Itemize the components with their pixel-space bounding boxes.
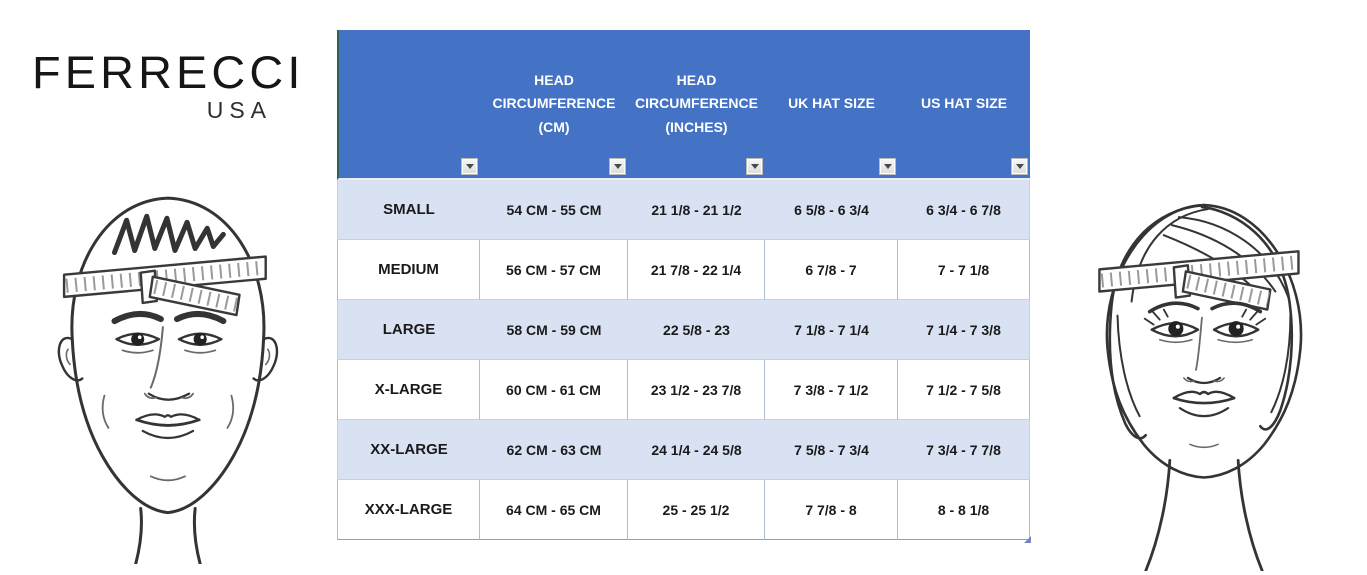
header-line: UK HAT SIZE [788,95,875,112]
female-head-illustration [1083,197,1335,573]
header-line: (CM) [538,118,570,135]
cell-cm: 58 CM - 59 CM [480,300,628,360]
column-filter-button[interactable] [879,158,896,175]
table-row: X-LARGE 60 CM - 61 CM 23 1/2 - 23 7/8 7 … [337,360,1030,420]
table-row: LARGE 58 CM - 59 CM 22 5/8 - 23 7 1/8 - … [337,300,1030,360]
column-header-size [337,30,480,180]
cell-cm: 56 CM - 57 CM [480,240,628,300]
header-line: CIRCUMFERENCE [492,95,616,112]
filter-dropdown-icon [465,164,474,169]
cell-us: 8 - 8 1/8 [898,480,1030,540]
male-head-drawing [57,196,279,566]
cell-us: 7 3/4 - 7 7/8 [898,420,1030,480]
cell-size: SMALL [337,180,480,240]
cell-inches: 24 1/4 - 24 5/8 [628,420,765,480]
column-filter-button[interactable] [461,158,478,175]
cell-us: 7 1/4 - 7 3/8 [898,300,1030,360]
cell-size: XXX-LARGE [337,480,480,540]
header-line: (INCHES) [665,118,728,135]
cell-inches: 23 1/2 - 23 7/8 [628,360,765,420]
filter-dropdown-icon [613,164,622,169]
header-line: US HAT SIZE [920,95,1008,112]
cell-uk: 7 3/8 - 7 1/2 [765,360,898,420]
cell-us: 6 3/4 - 6 7/8 [898,180,1030,240]
cell-us: 7 - 7 1/8 [898,240,1030,300]
table-row: XXX-LARGE 64 CM - 65 CM 25 - 25 1/2 7 7/… [337,480,1030,540]
brand-name: FERRECCI [32,47,305,98]
cell-inches: 25 - 25 1/2 [628,480,765,540]
male-head-illustration [52,186,304,566]
cell-inches: 21 1/8 - 21 1/2 [628,180,765,240]
cell-cm: 64 CM - 65 CM [480,480,628,540]
cell-uk: 7 5/8 - 7 3/4 [765,420,898,480]
filter-dropdown-icon [1015,164,1024,169]
cell-cm: 62 CM - 63 CM [480,420,628,480]
table-resize-handle-icon[interactable] [1023,535,1032,544]
cell-cm: 54 CM - 55 CM [480,180,628,240]
cell-inches: 22 5/8 - 23 [628,300,765,360]
size-chart-table: HEAD CIRCUMFERENCE (CM) HEAD CIRCUMFEREN… [337,30,1031,543]
cell-uk: 7 7/8 - 8 [765,480,898,540]
table-row: MEDIUM 56 CM - 57 CM 21 7/8 - 22 1/4 6 7… [337,240,1030,300]
column-filter-button[interactable] [746,158,763,175]
brand-logo: FERRECCI USA [32,50,300,124]
column-header-inches: HEAD CIRCUMFERENCE (INCHES) [628,30,765,180]
header-line: CIRCUMFERENCE [635,95,758,112]
header-line: HEAD [676,72,717,89]
cell-size: X-LARGE [337,360,480,420]
cell-cm: 60 CM - 61 CM [480,360,628,420]
cell-uk: 7 1/8 - 7 1/4 [765,300,898,360]
column-filter-button[interactable] [609,158,626,175]
column-header-uk: UK HAT SIZE [765,30,898,180]
filter-dropdown-icon [883,164,892,169]
cell-size: XX-LARGE [337,420,480,480]
cell-inches: 21 7/8 - 22 1/4 [628,240,765,300]
cell-size: LARGE [337,300,480,360]
filter-dropdown-icon [750,164,759,169]
header-row: HEAD CIRCUMFERENCE (CM) HEAD CIRCUMFEREN… [337,30,1030,180]
cell-size: MEDIUM [337,240,480,300]
cell-uk: 6 5/8 - 6 3/4 [765,180,898,240]
table-row: XX-LARGE 62 CM - 63 CM 24 1/4 - 24 5/8 7… [337,420,1030,480]
female-head-drawing [1098,203,1303,573]
cell-us: 7 1/2 - 7 5/8 [898,360,1030,420]
table-row: SMALL 54 CM - 55 CM 21 1/8 - 21 1/2 6 5/… [337,180,1030,240]
header-line: HEAD [534,72,574,89]
cell-uk: 6 7/8 - 7 [765,240,898,300]
column-header-us: US HAT SIZE [898,30,1030,180]
brand-subtitle: USA [206,97,272,123]
column-filter-button[interactable] [1011,158,1028,175]
column-header-cm: HEAD CIRCUMFERENCE (CM) [480,30,628,180]
